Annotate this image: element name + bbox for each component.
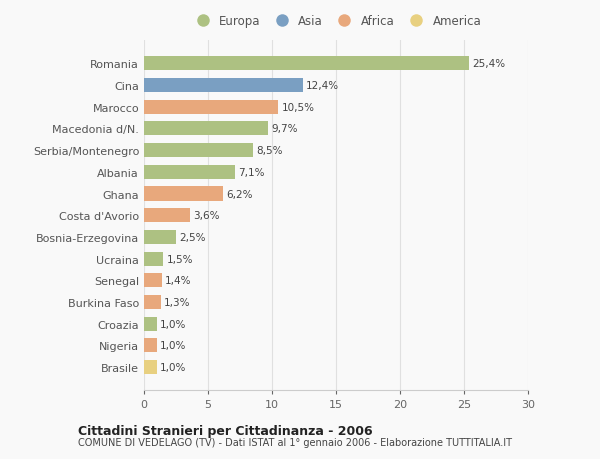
Bar bbox=[144, 165, 235, 179]
Text: 1,5%: 1,5% bbox=[166, 254, 193, 264]
Text: COMUNE DI VEDELAGO (TV) - Dati ISTAT al 1° gennaio 2006 - Elaborazione TUTTITALI: COMUNE DI VEDELAGO (TV) - Dati ISTAT al … bbox=[78, 437, 512, 447]
Bar bbox=[144, 252, 163, 266]
Bar bbox=[144, 339, 157, 353]
Text: 10,5%: 10,5% bbox=[281, 102, 314, 112]
Text: 3,6%: 3,6% bbox=[193, 211, 220, 221]
Bar bbox=[144, 295, 161, 309]
Bar bbox=[144, 360, 157, 374]
Bar bbox=[144, 101, 278, 115]
Bar bbox=[144, 274, 162, 288]
Bar bbox=[144, 122, 268, 136]
Text: 1,3%: 1,3% bbox=[164, 297, 190, 308]
Text: 2,5%: 2,5% bbox=[179, 232, 206, 242]
Text: 1,4%: 1,4% bbox=[165, 276, 191, 285]
Text: 1,0%: 1,0% bbox=[160, 362, 187, 372]
Bar bbox=[144, 209, 190, 223]
Bar bbox=[144, 187, 223, 201]
Text: 7,1%: 7,1% bbox=[238, 168, 265, 178]
Text: 25,4%: 25,4% bbox=[472, 59, 505, 69]
Text: 9,7%: 9,7% bbox=[271, 124, 298, 134]
Legend: Europa, Asia, Africa, America: Europa, Asia, Africa, America bbox=[188, 12, 484, 30]
Bar bbox=[144, 144, 253, 158]
Bar bbox=[144, 230, 176, 244]
Bar bbox=[144, 57, 469, 71]
Bar bbox=[144, 79, 303, 93]
Text: 1,0%: 1,0% bbox=[160, 341, 187, 351]
Text: 6,2%: 6,2% bbox=[227, 189, 253, 199]
Text: 1,0%: 1,0% bbox=[160, 319, 187, 329]
Text: Cittadini Stranieri per Cittadinanza - 2006: Cittadini Stranieri per Cittadinanza - 2… bbox=[78, 425, 373, 437]
Text: 12,4%: 12,4% bbox=[306, 81, 339, 91]
Text: 8,5%: 8,5% bbox=[256, 146, 283, 156]
Bar bbox=[144, 317, 157, 331]
